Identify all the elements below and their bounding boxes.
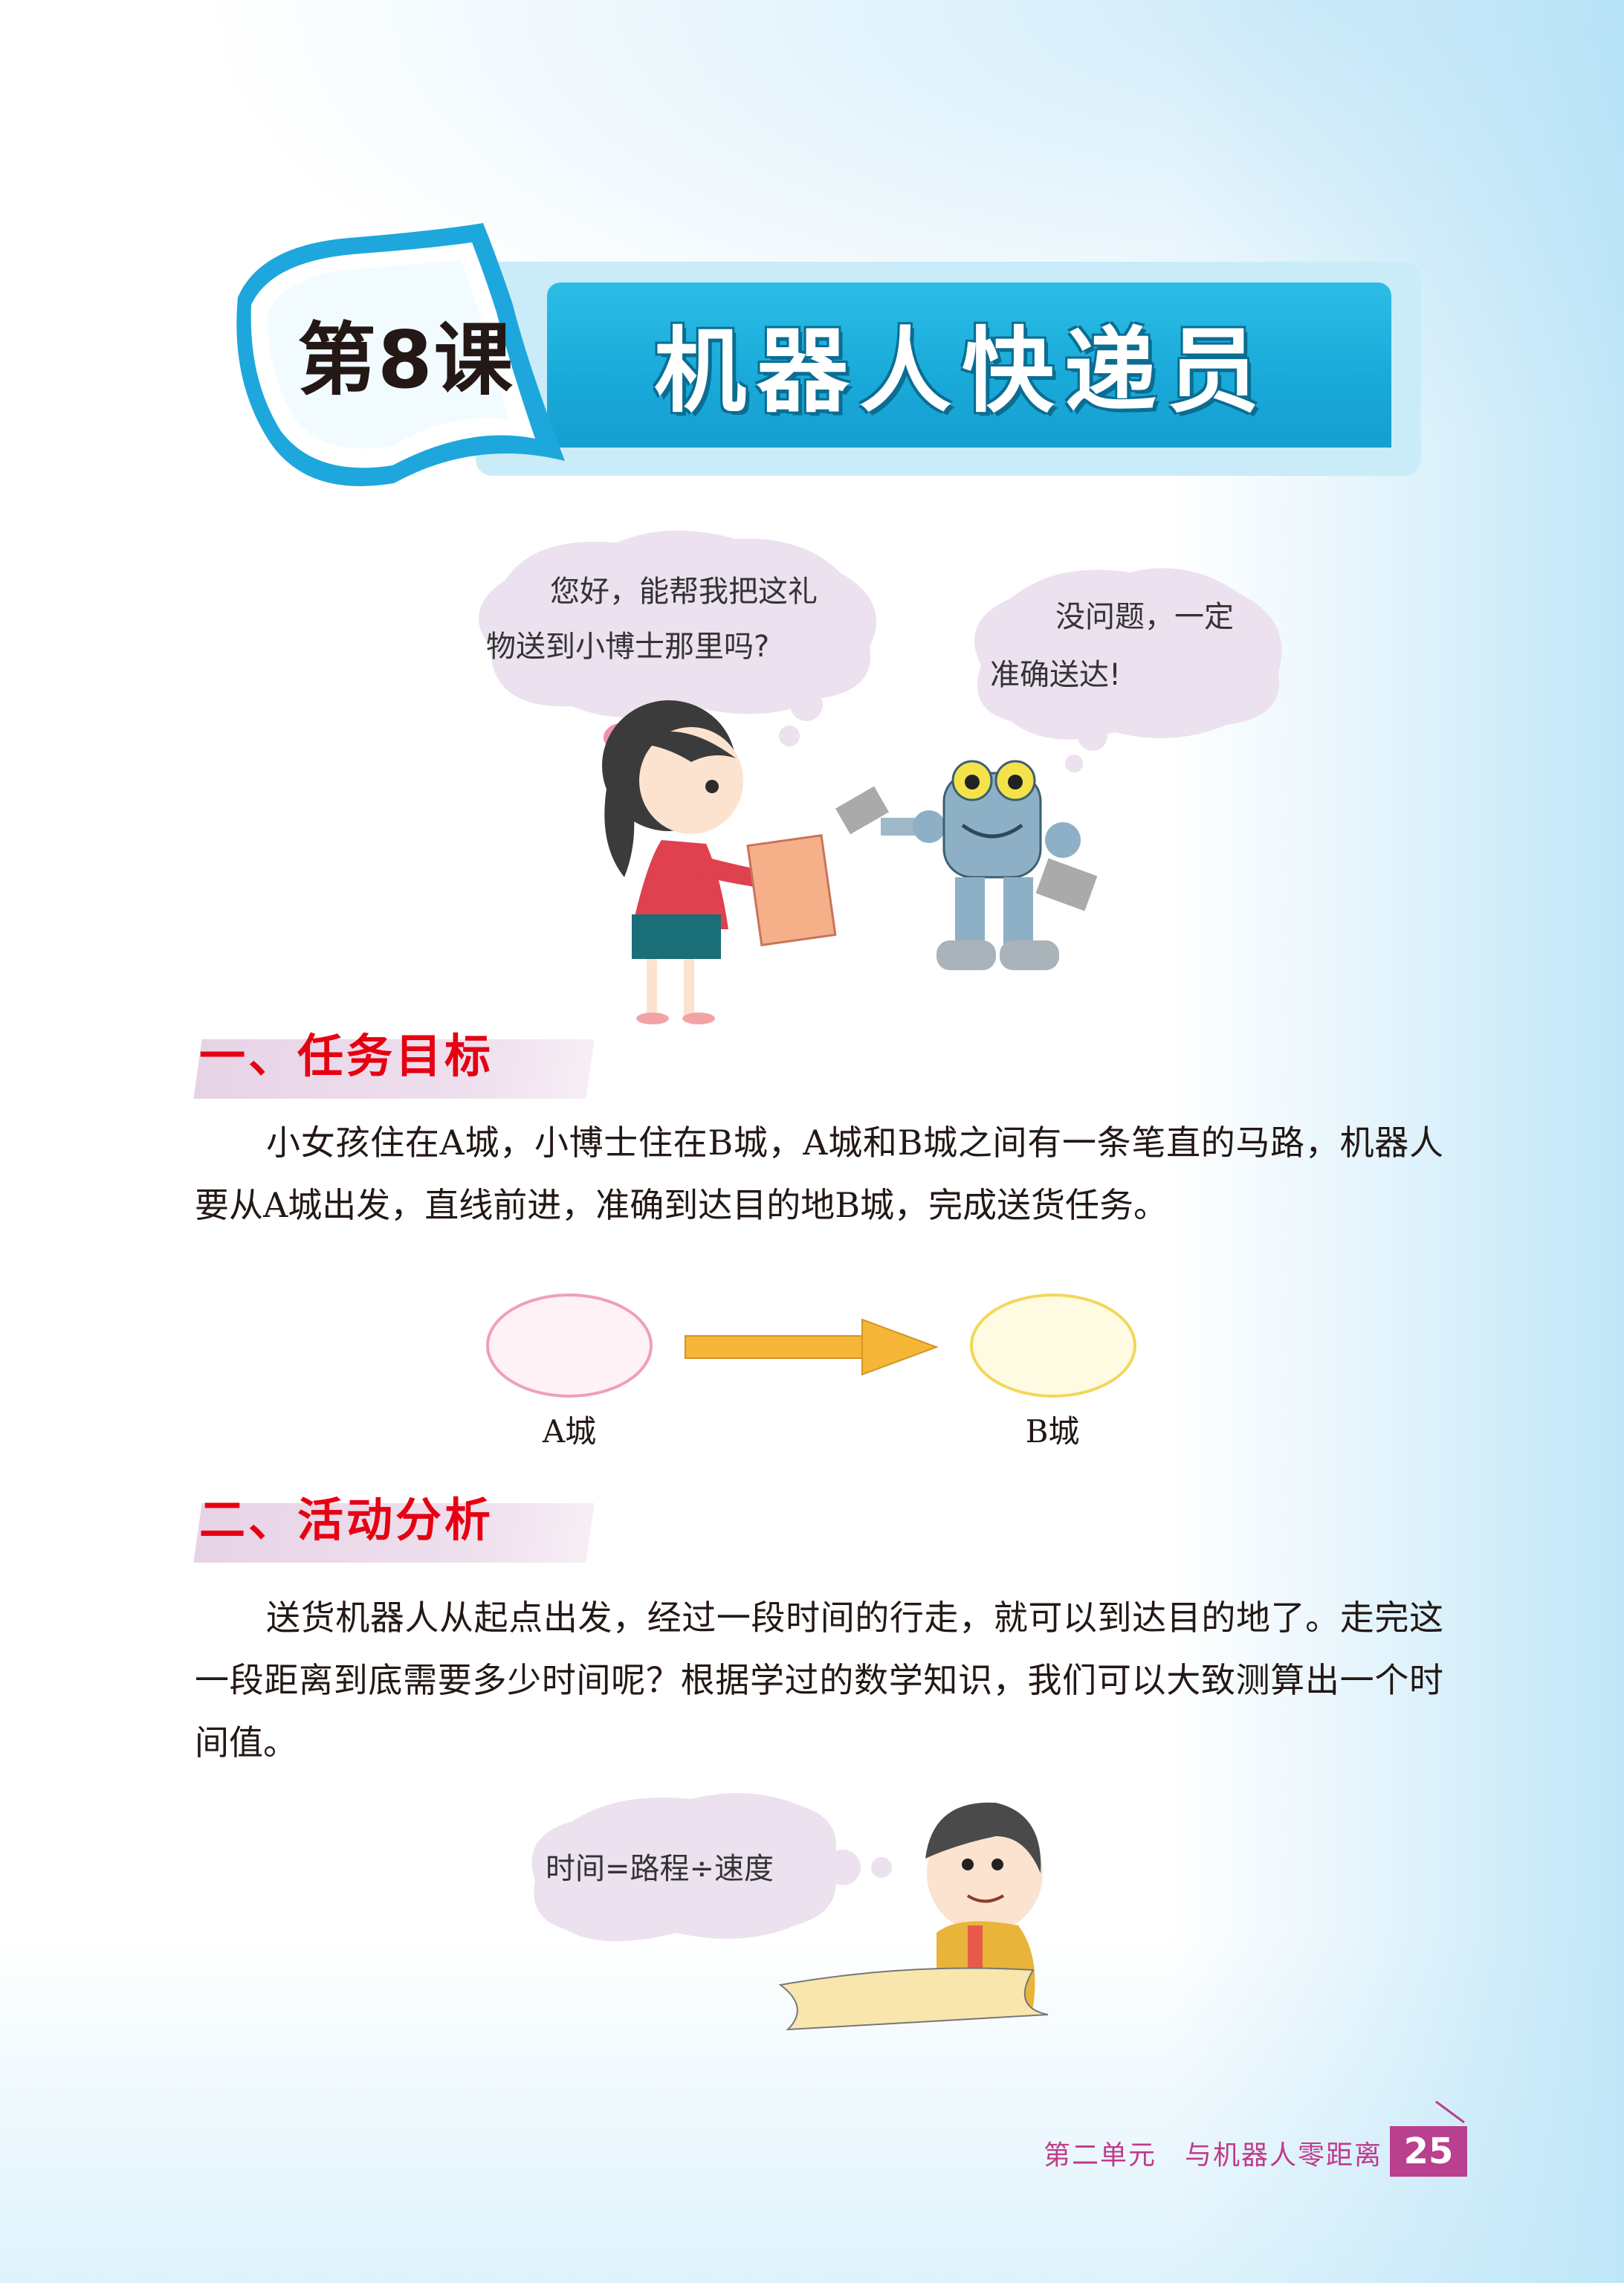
lesson-badge-shape [236,223,565,486]
robot-line-1: 没问题，一定 [1055,600,1234,634]
route-diagram [486,1294,1136,1398]
page-number: 25 [1390,2126,1467,2177]
girl-line-1: 您好，能帮我把这礼 [550,575,818,609]
section-2-title: 二、活动分析 [199,1493,494,1547]
formula-bubble [531,1793,892,1942]
section-1-title: 一、任务目标 [199,1029,494,1083]
section-1-paragraph: 小女孩住在A城，小博士住在B城，A城和B城之间有一条笔直的马路，机器人要从A城出… [195,1111,1443,1238]
city-a-label: A城 [542,1413,597,1450]
page-corner-line [1435,2100,1465,2124]
route-arrow-head [861,1318,939,1376]
unit-footer: 第二单元 与机器人零距离 [1043,2140,1382,2171]
girl-speech-bubble [479,530,876,746]
girl-line-2: 物送到小博士那里吗? [486,630,770,664]
robot-speech-bubble [974,568,1282,772]
girl-illustration [602,700,837,1024]
city-b-label: B城 [1025,1413,1080,1450]
title-banner [547,282,1391,448]
lesson-number: 第8课 [297,314,514,406]
robot-line-2: 准确送达! [990,658,1122,692]
lesson-title: 机器人快递员 [654,318,1270,425]
robot-illustration [835,760,1098,970]
city-b-node [970,1294,1136,1398]
section-1-text: 小女孩住在A城，小博士住在B城，A城和B城之间有一条笔直的马路，机器人要从A城出… [195,1123,1443,1225]
boy-illustration [778,1802,1049,2031]
section-2-text: 送货机器人从起点出发，经过一段时间的行走，就可以到达目的地了。走完这一段距离到底… [195,1598,1443,1763]
formula-text: 时间=路程÷速度 [546,1852,774,1886]
city-a-node [486,1294,653,1398]
route-arrow-shaft [685,1335,864,1359]
section-2-paragraph: 送货机器人从起点出发，经过一段时间的行走，就可以到达目的地了。走完这一段距离到底… [195,1586,1443,1780]
